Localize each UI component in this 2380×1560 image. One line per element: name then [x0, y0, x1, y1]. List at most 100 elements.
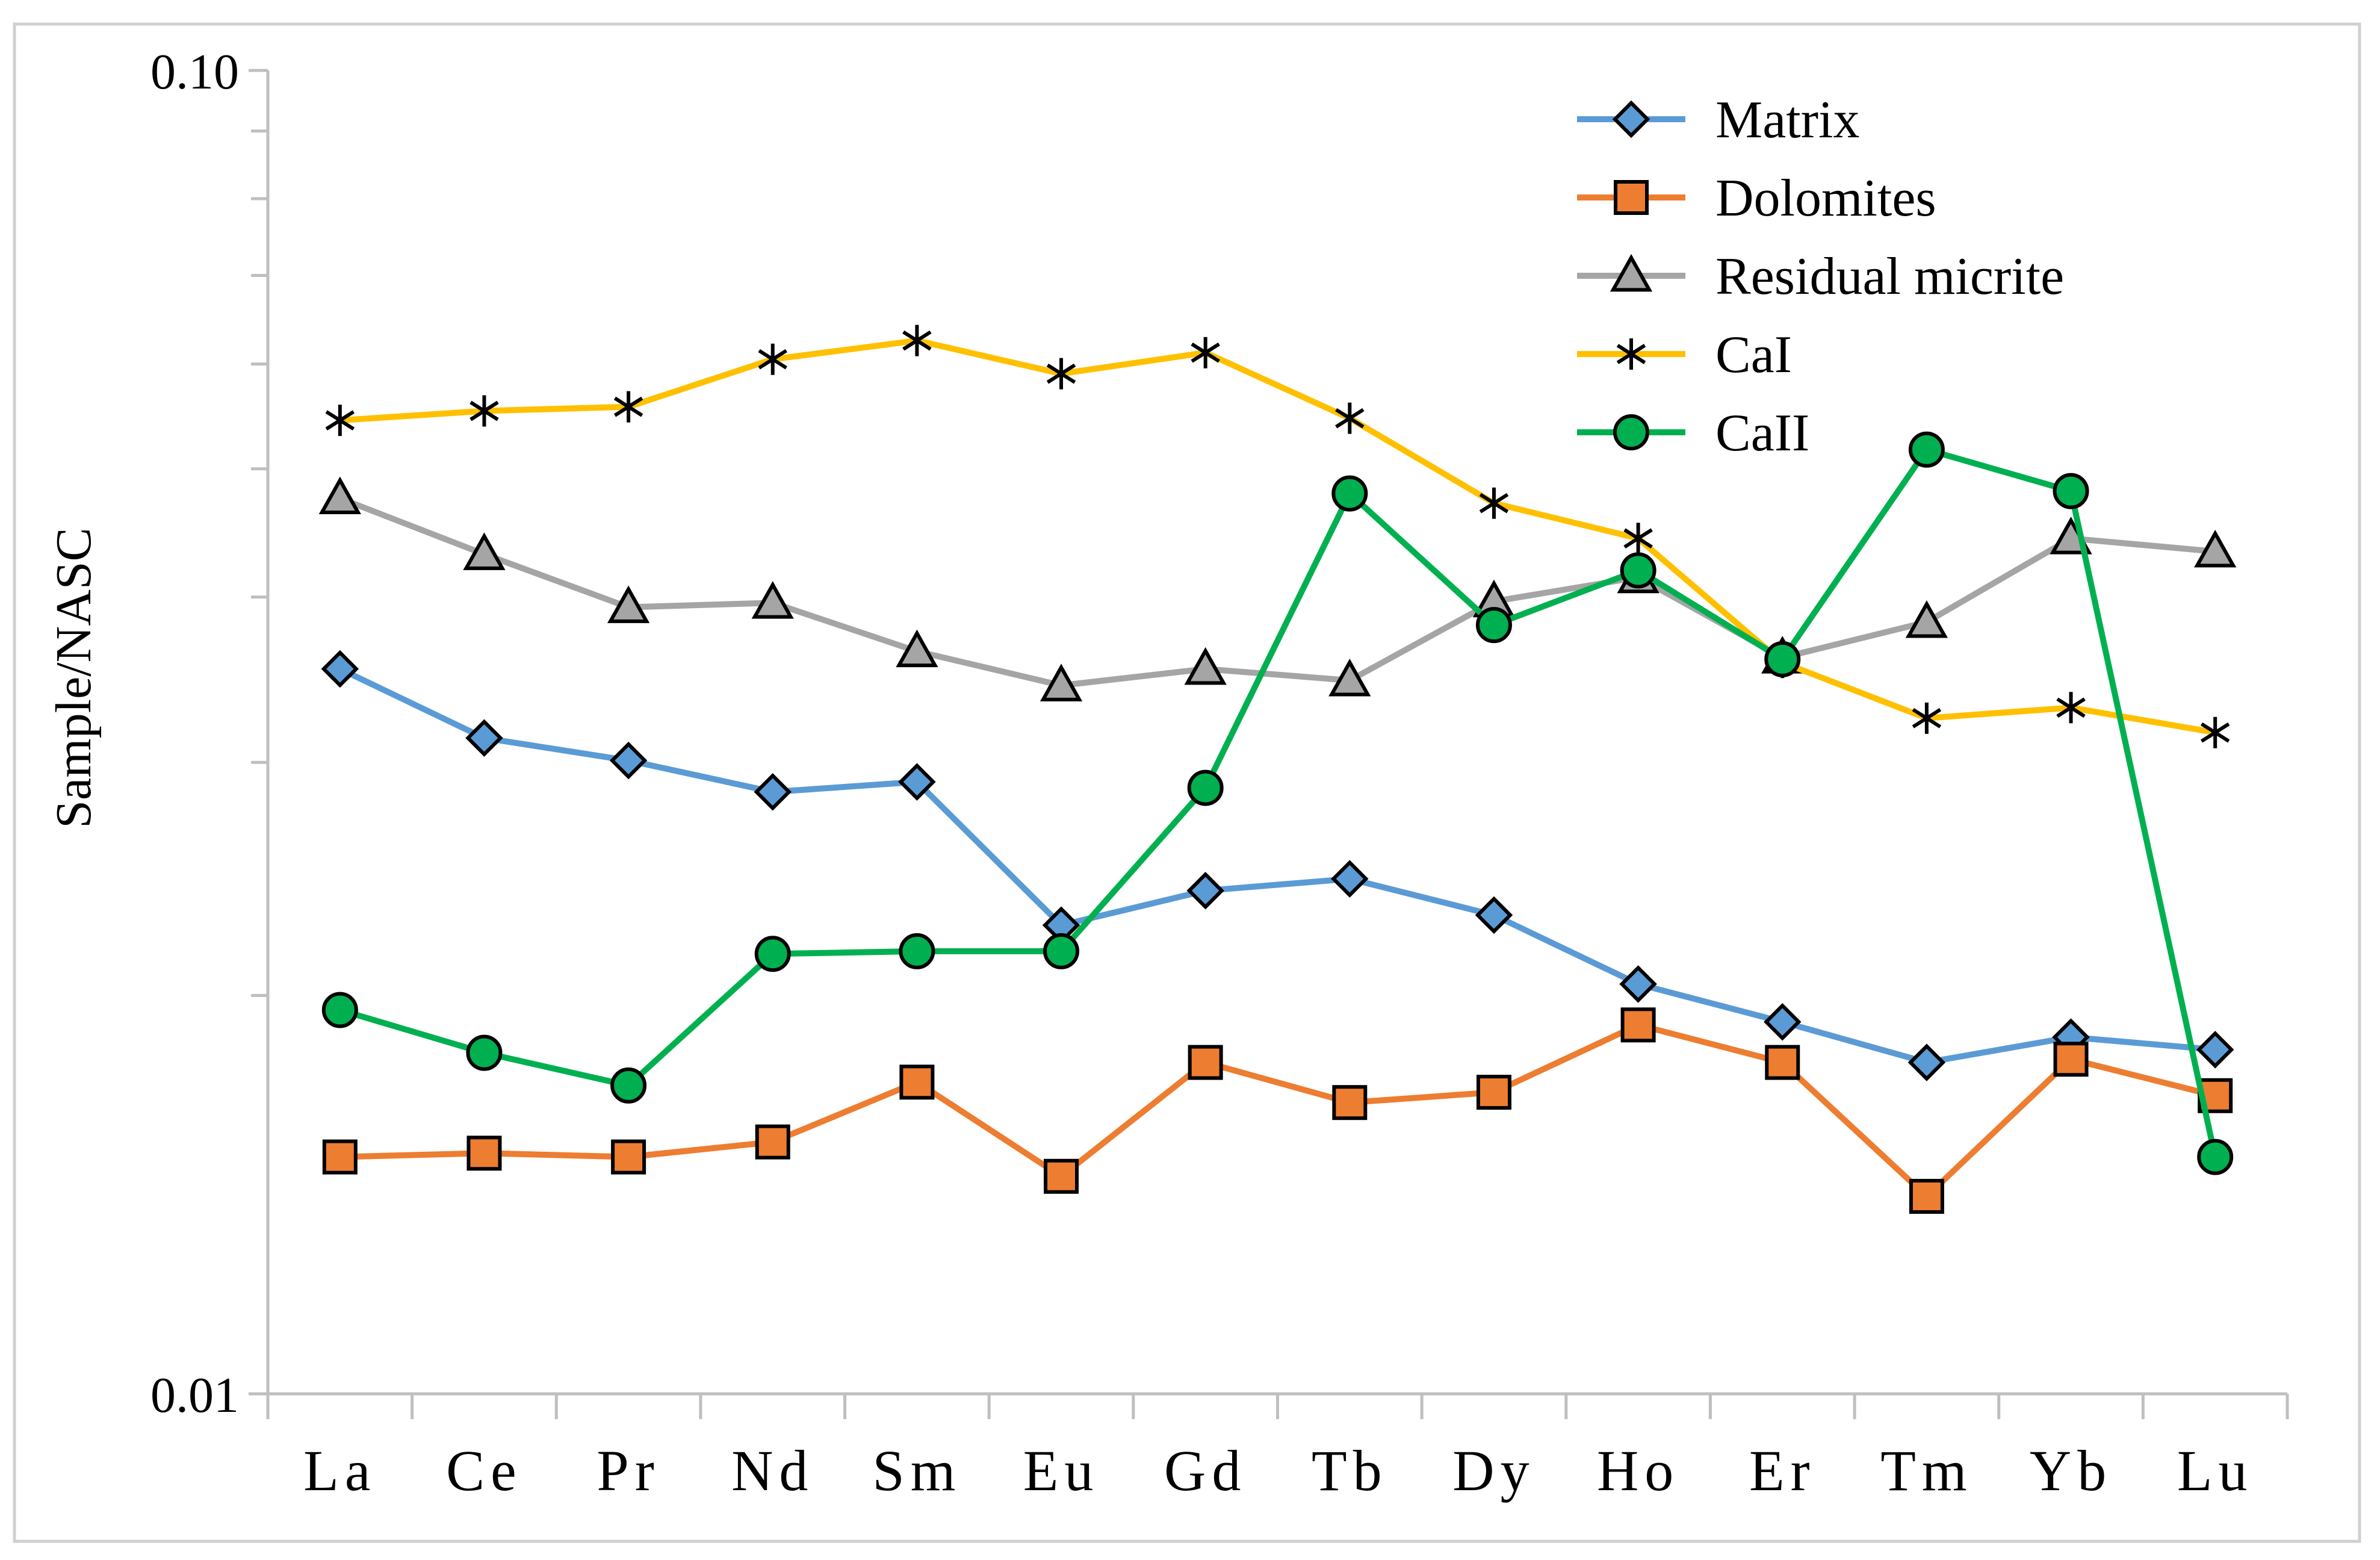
legend-label: CaI: [1715, 326, 1792, 384]
data-point-matrix: [754, 773, 792, 811]
data-point-matrix: [1764, 1003, 1802, 1041]
legend-label: Matrix: [1715, 91, 1860, 149]
data-point-caii: [1908, 431, 1945, 468]
series-line-matrix: [338, 666, 2216, 1066]
data-point-dolomites: [899, 1064, 935, 1100]
star-stroke: [469, 400, 499, 421]
data-point-matrix: [1619, 965, 1657, 1003]
data-point-cai: [2200, 716, 2230, 748]
data-point-matrix: [465, 719, 503, 757]
data-point-matrix: [2196, 1031, 2234, 1069]
data-point-dolomites: [755, 1124, 790, 1160]
data-point-dolomites: [1044, 1158, 1079, 1194]
legend-item-dolomites: Dolomites: [1577, 169, 1936, 228]
data-point-caii: [1187, 769, 1224, 806]
series-layer: [318, 325, 2237, 1214]
series-caii: [321, 431, 2234, 1175]
data-point-matrix: [1186, 872, 1224, 910]
legend-marker: [1613, 414, 1649, 450]
data-point-residual-micrite: [1905, 600, 1948, 638]
data-point-residual-micrite: [1040, 663, 1083, 701]
legend-marker: [1612, 100, 1650, 138]
data-point-cai: [1335, 402, 1365, 434]
data-point-caii: [610, 1067, 647, 1104]
star-stroke: [1191, 342, 1220, 363]
data-point-residual-micrite: [1328, 658, 1371, 697]
x-tick-label: Lu: [2177, 1438, 2254, 1503]
x-tick-label: Tb: [1312, 1438, 1388, 1503]
legend-marker: [1610, 253, 1653, 292]
star-stroke: [2056, 697, 2086, 718]
data-point-cai: [1046, 358, 1076, 390]
data-point-matrix: [321, 650, 359, 688]
x-tick-label: Nd: [731, 1438, 814, 1503]
data-point-matrix: [1475, 896, 1513, 934]
data-point-dolomites: [1909, 1179, 1944, 1214]
data-point-dolomites: [1332, 1085, 1368, 1120]
legend-label: Residual micrite: [1715, 247, 2064, 306]
data-point-caii: [899, 933, 935, 969]
star-stroke: [902, 330, 932, 351]
legend-marker: [1614, 180, 1649, 215]
data-point-caii: [1764, 641, 1801, 677]
data-point-dolomites: [1765, 1045, 1800, 1080]
data-point-caii: [1331, 475, 1368, 512]
series-matrix: [321, 650, 2234, 1081]
data-point-caii: [754, 936, 791, 972]
data-point-dolomites: [1188, 1045, 1223, 1080]
x-tick-label: Gd: [1164, 1438, 1247, 1503]
series-cai: [325, 325, 2230, 748]
data-point-matrix: [609, 741, 648, 780]
x-tick-label: Yb: [2030, 1438, 2112, 1503]
star-stroke: [325, 410, 355, 430]
star-stroke: [1616, 344, 1646, 364]
data-point-dolomites: [1620, 1007, 1656, 1043]
series-line-residual-micrite: [339, 495, 2216, 689]
legend: Matrix Dolomites Residual micrite CaI CaII: [1577, 91, 2064, 462]
data-point-cai: [758, 343, 787, 375]
star-stroke: [613, 396, 643, 417]
data-point-caii: [321, 992, 358, 1028]
data-point-caii: [1620, 552, 1656, 589]
data-point-caii: [1043, 933, 1080, 969]
data-point-caii: [1475, 607, 1512, 644]
data-point-dolomites: [322, 1139, 358, 1175]
data-point-residual-micrite: [607, 585, 650, 623]
x-tick-label: Sm: [872, 1438, 961, 1503]
star-stroke: [1623, 528, 1653, 549]
data-point-dolomites: [1476, 1075, 1511, 1110]
data-point-caii: [2197, 1139, 2234, 1175]
data-point-dolomites: [611, 1139, 646, 1175]
legend-label: CaII: [1715, 404, 1809, 462]
legend-item-cai: CaI: [1577, 326, 1792, 384]
legend-item-caii: CaII: [1577, 404, 1809, 462]
y-axis-title: Sample/NASC: [46, 527, 102, 828]
data-point-caii: [466, 1034, 503, 1071]
legend-marker: [1616, 338, 1646, 370]
chart-frame: [13, 22, 2361, 1543]
data-point-cai: [1623, 523, 1653, 555]
y-tick-label: 0.10: [150, 44, 239, 100]
x-tick-label: Er: [1749, 1438, 1816, 1503]
x-tick-label: Ce: [446, 1438, 522, 1503]
data-point-cai: [325, 405, 355, 437]
data-point-cai: [2056, 692, 2086, 724]
data-point-matrix: [1907, 1043, 1946, 1081]
data-point-dolomites: [2053, 1042, 2089, 1077]
series-dolomites: [322, 1007, 2233, 1214]
data-point-cai: [1912, 702, 1942, 734]
data-point-matrix: [1331, 860, 1369, 898]
data-point-residual-micrite: [751, 581, 794, 619]
data-point-matrix: [898, 763, 936, 801]
legend-item-matrix: Matrix: [1577, 91, 1860, 149]
data-point-residual-micrite: [1184, 647, 1227, 685]
data-point-cai: [613, 391, 643, 423]
data-point-cai: [902, 325, 932, 356]
data-point-cai: [1479, 487, 1509, 519]
y-tick-label: 0.01: [150, 1367, 239, 1423]
x-tick-label: Pr: [597, 1438, 660, 1503]
star-stroke: [1912, 707, 1942, 729]
data-point-dolomites: [466, 1136, 502, 1171]
data-point-residual-micrite: [896, 629, 938, 668]
